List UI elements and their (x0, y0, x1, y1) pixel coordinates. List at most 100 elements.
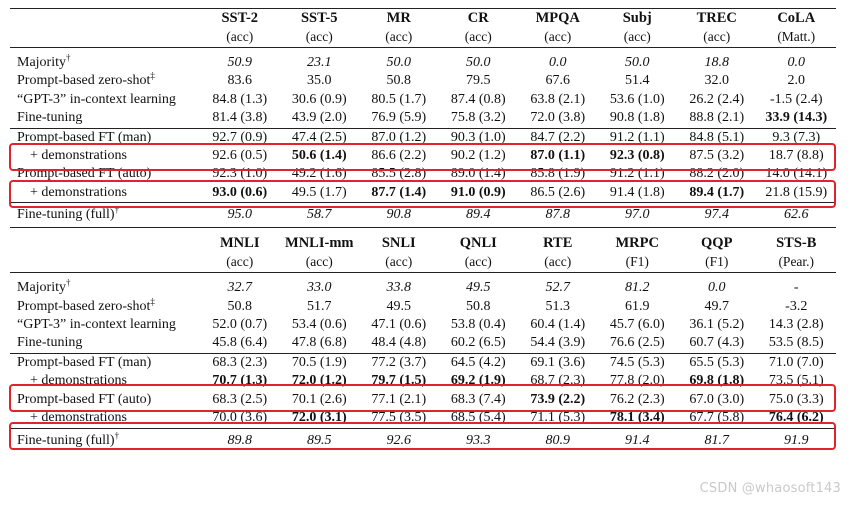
table-cell: 68.3 (2.3) (212, 354, 268, 370)
footnote-mark: † (66, 277, 71, 288)
table-cell: 73.9 (2.2) (530, 391, 586, 407)
metric-blank (10, 252, 200, 273)
table-cell: 14.3 (2.8) (768, 317, 824, 333)
metric-row: (acc) (acc) (acc) (acc) (acc) (F1) (F1) (Pear.) (10, 252, 836, 273)
table-row: Prompt-based FT (auto) 68.3 (2.5) 70.1 (2.… (10, 391, 836, 409)
table-cell: -1.5 (2.4) (770, 91, 823, 107)
row-label-text: “GPT-3” in-context learning (17, 91, 176, 107)
table-cell: 70.5 (1.9) (291, 354, 347, 370)
rule-line (10, 47, 836, 48)
table-cell: -3.2 (785, 298, 808, 314)
table-cell: 87.4 (0.8) (450, 91, 506, 107)
table-cell: 85.8 (1.9) (530, 166, 586, 182)
row-label: Prompt-based zero-shot‡ (10, 297, 200, 316)
table-cell: 75.8 (3.2) (450, 110, 506, 126)
header-row: SST-2 SST-5 MR CR MPQA Subj TREC CoLA (10, 9, 836, 27)
row-label: Fine-tuning (full)† (10, 203, 200, 228)
table-cell: 14.0 (14.1) (765, 166, 828, 182)
table-cell: 53.4 (0.6) (291, 317, 347, 333)
table-cell: 63.8 (2.1) (530, 91, 586, 107)
table-cell: 47.8 (6.8) (291, 335, 347, 351)
table-cell: 89.4 (1.7) (689, 184, 745, 200)
table-cell: 32.0 (704, 73, 730, 89)
table-cell: 91.0 (0.9) (450, 184, 506, 200)
table-row: Fine-tuning 45.8 (6.4) 47.8 (6.8) 48.4 (4.8… (10, 334, 836, 353)
table-cell: 51.7 (307, 298, 332, 314)
table-cell: 78.1 (3.4) (609, 410, 665, 426)
table-cell: 68.5 (5.4) (450, 410, 506, 426)
column-header: MRPC (615, 235, 660, 252)
column-metric: (F1) (705, 254, 729, 270)
table-cell: 80.5 (1.7) (371, 91, 427, 107)
table-cell: 50.9 (227, 55, 253, 70)
table-cell: 80.9 (545, 432, 571, 448)
table-cell: 0.0 (787, 55, 806, 70)
table-cell: 89.8 (227, 432, 253, 448)
column-metric: (acc) (385, 254, 413, 270)
table-cell: 35.0 (307, 73, 332, 89)
row-label-text: “GPT-3” in-context learning (17, 317, 176, 333)
table-cell: 0.0 (708, 280, 726, 296)
row-label-text: Fine-tuning (17, 335, 83, 351)
table-cell: 92.7 (0.9) (212, 129, 268, 145)
table-cell: 76.6 (2.5) (609, 335, 665, 351)
table-cell: 85.5 (2.8) (371, 166, 427, 182)
table-cell: 84.7 (2.2) (530, 129, 586, 145)
table-row: + demonstrations 70.0 (3.6) 72.0 (3.1) 77.5… (10, 409, 836, 428)
row-label: Prompt-based FT (man) (10, 129, 200, 147)
column-metric: (acc) (226, 29, 254, 44)
table-cell: 89.5 (307, 432, 332, 448)
footnote-mark: † (114, 204, 120, 215)
rule-line (10, 427, 836, 429)
table-cell: 70.7 (1.3) (212, 373, 268, 389)
table-cell: 45.8 (6.4) (212, 335, 268, 351)
table-cell: 70.1 (2.6) (291, 391, 347, 407)
table-cell: 91.4 (625, 432, 650, 448)
column-header: QNLI (459, 235, 497, 252)
table-cell: 60.2 (6.5) (450, 335, 506, 351)
column-header: TREC (696, 10, 737, 26)
table-cell: 76.2 (2.3) (609, 391, 665, 407)
table-cell: 71.1 (5.3) (530, 410, 586, 426)
row-label: Prompt-based FT (auto) (10, 391, 200, 409)
footnote-mark: † (114, 429, 120, 440)
table-cell: 73.5 (5.1) (768, 373, 824, 389)
table-cell: 67.0 (3.0) (689, 391, 745, 407)
table-cell: 45.7 (6.0) (609, 317, 665, 333)
column-metric: (acc) (623, 29, 651, 44)
table-cell: 81.2 (625, 280, 650, 296)
table-row: Majority† 50.9 23.1 50.0 50.0 0.0 50.0 18.8 0.0 (10, 53, 836, 72)
table-cell: 50.0 (625, 55, 650, 70)
rule-top (10, 8, 836, 9)
table-row: Prompt-based zero-shot‡ 50.8 51.7 49.5 50.8 5… (10, 297, 836, 316)
column-header: SST-2 (221, 10, 259, 26)
column-metric: (acc) (464, 254, 492, 270)
rule-line (10, 127, 836, 129)
row-label: + demonstrations (10, 409, 200, 428)
table-cell: 69.8 (1.8) (689, 373, 745, 389)
row-label: Majority† (10, 53, 200, 72)
table-cell: 50.8 (386, 73, 412, 89)
table-cell: 83.6 (227, 73, 253, 89)
row-label-text: Majority (17, 280, 66, 296)
table-cell: 86.5 (2.6) (530, 184, 586, 200)
table-cell: 92.3 (1.0) (212, 166, 268, 182)
metric-row: (acc) (acc) (acc) (acc) (acc) (acc) (acc) (Matt… (10, 27, 836, 48)
table-cell: 49.7 (704, 298, 730, 314)
table-cell: 88.8 (2.1) (689, 110, 745, 126)
row-label-text: Prompt-based FT (auto) (17, 391, 152, 407)
column-metric: (acc) (305, 29, 333, 44)
table-cell: 90.2 (1.2) (450, 148, 506, 164)
table-row: Prompt-based zero-shot‡ 83.6 35.0 50.8 79.5 6… (10, 71, 836, 90)
table-cell: 65.5 (5.3) (689, 354, 745, 370)
column-metric: (F1) (625, 254, 649, 270)
table-cell: 71.0 (7.0) (768, 354, 824, 370)
table-cell: 62.6 (784, 207, 809, 223)
table-cell: 51.4 (625, 73, 650, 89)
row-label-text: + demonstrations (30, 410, 127, 426)
header-row: MNLI MNLI-mm SNLI QNLI RTE MRPC QQP STS-B (10, 234, 836, 252)
table-cell: 81.7 (704, 432, 730, 448)
table-row: “GPT-3” in-context learning 52.0 (0.7) 53.… (10, 316, 836, 334)
header-blank (10, 9, 200, 27)
